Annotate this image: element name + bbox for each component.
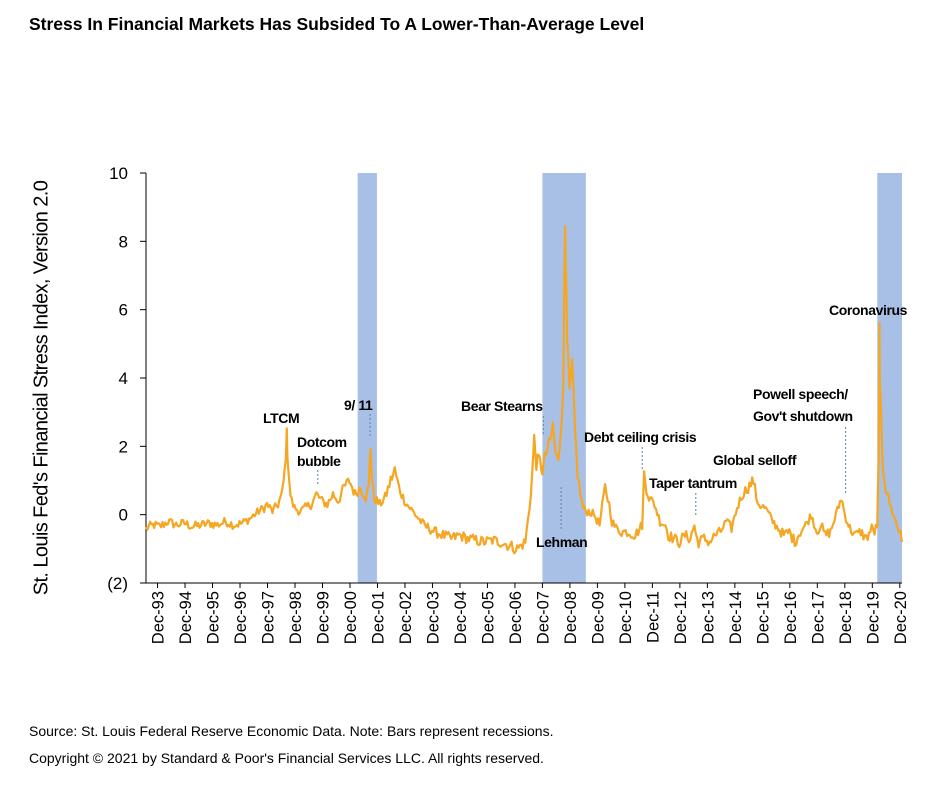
x-tick-label-4: Dec-97 [260, 591, 278, 644]
annotation-powell-speech: Powell speech/ [753, 386, 848, 402]
recession-bar-0 [357, 173, 377, 583]
x-tick-label-15: Dec-08 [562, 591, 580, 644]
chart-title: Stress In Financial Markets Has Subsided… [29, 14, 645, 34]
y-tick-label-0: 10 [109, 164, 128, 183]
x-tick-label-6: Dec-99 [314, 591, 332, 644]
x-tick-label-14: Dec-07 [534, 591, 552, 644]
annotation-911: 9/ 11 [344, 397, 373, 413]
x-tick-label-22: Dec-15 [754, 591, 772, 644]
source-note: Source: St. Louis Federal Reserve Econom… [29, 723, 554, 739]
x-tick-label-19: Dec-12 [672, 591, 690, 644]
y-tick-label-2: 6 [119, 301, 128, 320]
x-tick-label-25: Dec-18 [837, 591, 855, 644]
series-layer [145, 225, 904, 555]
x-tick-label-10: Dec-03 [424, 591, 442, 644]
x-tick-label-2: Dec-95 [205, 591, 223, 644]
x-tick-label-0: Dec-93 [150, 591, 168, 644]
y-tick-label-1: 8 [119, 232, 128, 251]
x-tick-label-1: Dec-94 [177, 591, 195, 644]
annotation-lehman: Lehman [536, 534, 587, 550]
annotation-coronavirus: Coronavirus [829, 302, 908, 318]
annotation-bubble: bubble [297, 453, 341, 469]
x-tick-label-11: Dec-04 [452, 591, 470, 644]
x-tick-label-7: Dec-00 [342, 591, 360, 644]
x-tick-label-8: Dec-01 [369, 591, 387, 644]
x-tick-label-20: Dec-13 [699, 591, 717, 644]
annotation-layer: LTCM Dotcom bubble 9/ 11 Bear Stearns Le… [263, 302, 908, 550]
annotation-global-selloff: Global selloff [713, 452, 797, 468]
recession-layer [357, 173, 902, 583]
annotation-govt-shutdown: Gov't shutdown [753, 408, 853, 424]
annotation-leader-layer [317, 414, 847, 530]
x-tick-label-16: Dec-09 [589, 591, 607, 644]
y-tick-label-6: (2) [107, 574, 128, 593]
x-tick-label-24: Dec-17 [809, 591, 827, 644]
y-tick-label-4: 2 [119, 437, 128, 456]
annotation-dotcom: Dotcom [297, 434, 347, 450]
x-tick-label-23: Dec-16 [782, 591, 800, 644]
chart-canvas: 10 8 6 4 2 0 (2) Dec-93 Dec-94 Dec-95 Dec-96 Dec-97… [107, 164, 910, 644]
x-tick-label-26: Dec-19 [864, 591, 882, 644]
annotation-debt-ceiling: Debt ceiling crisis [584, 429, 697, 445]
x-tick-label-12: Dec-05 [479, 591, 497, 644]
annotation-ltcm: LTCM [263, 410, 299, 426]
recession-bar-2 [877, 173, 902, 583]
y-tick-label-3: 4 [119, 369, 128, 388]
annotation-bear-stearns: Bear Stearns [461, 398, 543, 414]
annotation-taper-tantrum: Taper tantrum [649, 475, 737, 491]
copyright-note: Copyright © 2021 by Standard & Poor's Fi… [29, 750, 544, 766]
x-tick-label-13: Dec-06 [507, 591, 525, 644]
series-line-0 [145, 225, 904, 555]
axis-layer: 10 8 6 4 2 0 (2) Dec-93 Dec-94 Dec-95 Dec-96 Dec-97… [107, 164, 910, 644]
x-tick-label-17: Dec-10 [617, 591, 635, 644]
x-tick-label-21: Dec-14 [727, 591, 745, 644]
y-tick-label-5: 0 [119, 506, 128, 525]
x-tick-label-27: Dec-20 [892, 591, 910, 644]
x-tick-label-18: Dec-11 [644, 591, 662, 643]
x-tick-label-9: Dec-02 [397, 591, 415, 644]
x-tick-label-5: Dec-98 [287, 591, 305, 644]
x-tick-label-3: Dec-96 [232, 591, 250, 644]
